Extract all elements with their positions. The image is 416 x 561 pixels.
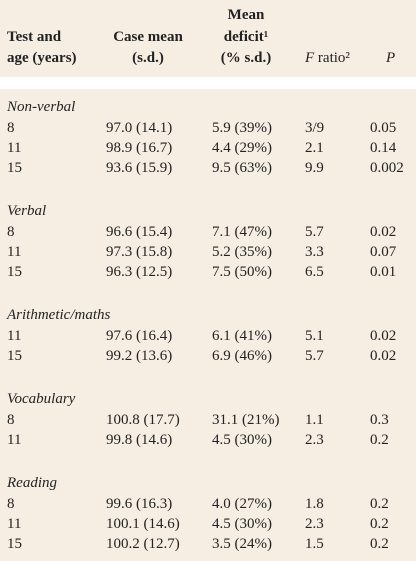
cell: 2.1 <box>305 140 324 156</box>
group-label: Arithmetic/maths <box>7 307 111 323</box>
cell: 11 <box>7 328 22 344</box>
cell: 5.1 <box>305 328 324 344</box>
cell: 6.1 (41%) <box>212 328 272 344</box>
cell: 0.002 <box>370 160 404 176</box>
cell: 3.5 (24%) <box>212 536 272 552</box>
cell: 4.5 (30%) <box>212 432 272 448</box>
cell: 99.6 (16.3) <box>106 496 173 512</box>
cell: 97.0 (14.1) <box>106 120 173 136</box>
cell: 8 <box>7 224 15 240</box>
cell: 7.1 (47%) <box>212 224 272 240</box>
cell: 99.2 (13.6) <box>106 348 173 364</box>
cell: 98.9 (16.7) <box>106 140 173 156</box>
cell: 1.5 <box>305 536 324 552</box>
cell: 5.7 <box>305 224 324 240</box>
cell: 3.3 <box>305 244 324 260</box>
cell: 8 <box>7 496 15 512</box>
header-cell: (s.d.) <box>132 50 164 66</box>
cell: 15 <box>7 264 22 280</box>
italic-symbol: P <box>386 50 396 66</box>
cell: 15 <box>7 160 22 176</box>
header-cell: Test and <box>7 29 62 45</box>
header-cell: F ratio² <box>305 48 350 68</box>
cell: 11 <box>7 140 22 156</box>
cell: 0.2 <box>370 536 389 552</box>
cell: 15 <box>7 348 22 364</box>
header-cell: Case mean <box>113 29 183 45</box>
cell: 97.6 (16.4) <box>106 328 173 344</box>
group-label: Vocabulary <box>7 391 76 407</box>
cell: 11 <box>7 516 22 532</box>
cell: 0.02 <box>370 348 397 364</box>
cell: 8 <box>7 412 15 428</box>
header-text: ratio² <box>314 50 350 66</box>
cell: 0.05 <box>370 120 397 136</box>
group-label: Reading <box>7 475 57 491</box>
cell: 99.8 (14.6) <box>106 432 173 448</box>
cell: 6.5 <box>305 264 324 280</box>
cell: 0.3 <box>370 412 389 428</box>
header-cell: Mean <box>227 7 265 23</box>
cell: 0.07 <box>370 244 397 260</box>
header-cell: P <box>386 48 395 68</box>
header-cell: age (years) <box>7 50 77 66</box>
cell: 0.2 <box>370 516 389 532</box>
cell: 5.7 <box>305 348 324 364</box>
cell: 9.9 <box>305 160 324 176</box>
cell: 3/9 <box>305 120 325 136</box>
cell: 96.6 (15.4) <box>106 224 173 240</box>
cell: 1.8 <box>305 496 324 512</box>
cell: 100.8 (17.7) <box>106 412 180 428</box>
cell: 6.9 (46%) <box>212 348 272 364</box>
cell: 9.5 (63%) <box>212 160 272 176</box>
cell: 100.1 (14.6) <box>106 516 180 532</box>
cell: 2.3 <box>305 516 324 532</box>
cell: 0.2 <box>370 432 389 448</box>
italic-symbol: F <box>305 50 315 66</box>
group-label: Verbal <box>7 203 47 219</box>
cell: 8 <box>7 120 15 136</box>
cell: 5.2 (35%) <box>212 244 272 260</box>
cell: 4.0 (27%) <box>212 496 272 512</box>
cell: 97.3 (15.8) <box>106 244 173 260</box>
cell: 0.02 <box>370 224 397 240</box>
cell: 0.2 <box>370 496 389 512</box>
header-cell: deficit¹ <box>223 29 269 45</box>
cell: 4.5 (30%) <box>212 516 272 532</box>
header-separator <box>0 77 416 89</box>
cell: 100.2 (12.7) <box>106 536 180 552</box>
cell: 0.02 <box>370 328 397 344</box>
cell: 31.1 (21%) <box>212 412 280 428</box>
cell: 5.9 (39%) <box>212 120 272 136</box>
cell: 15 <box>7 536 22 552</box>
cell: 4.4 (29%) <box>212 140 272 156</box>
header-cell: (% s.d.) <box>220 50 272 66</box>
cell: 0.14 <box>370 140 397 156</box>
cell: 1.1 <box>305 412 324 428</box>
cell: 7.5 (50%) <box>212 264 272 280</box>
cell: 0.01 <box>370 264 397 280</box>
cell: 2.3 <box>305 432 324 448</box>
group-label: Non-verbal <box>7 99 76 115</box>
cell: 11 <box>7 432 22 448</box>
cell: 93.6 (15.9) <box>106 160 173 176</box>
cell: 96.3 (12.5) <box>106 264 173 280</box>
cell: 11 <box>7 244 22 260</box>
